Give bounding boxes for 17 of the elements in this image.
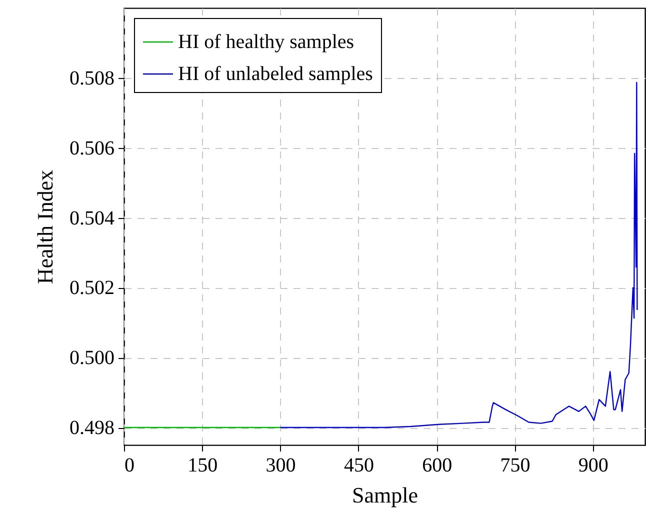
y-axis-title: Health Index (32, 170, 58, 284)
y-tick-label: 0.502 (70, 277, 114, 300)
y-tick-label: 0.500 (70, 347, 114, 370)
legend-label: HI of unlabeled samples (178, 63, 374, 85)
y-tick-label: 0.508 (70, 67, 114, 90)
x-axis-title: Sample (352, 482, 418, 508)
y-tick-label: 0.504 (70, 207, 114, 230)
legend-label: HI of healthy samples (178, 31, 354, 53)
x-tick-label: 600 (422, 454, 452, 476)
x-tick-label: 450 (344, 454, 374, 476)
y-tick-label: 0.498 (70, 417, 114, 440)
y-tick-label: 0.506 (70, 137, 114, 160)
x-tick-label: 750 (500, 454, 530, 476)
x-tick-label: 150 (188, 454, 218, 476)
x-tick-label: 300 (266, 454, 296, 476)
x-tick-label: 900 (578, 454, 608, 476)
x-tick-label: 0 (124, 454, 134, 476)
